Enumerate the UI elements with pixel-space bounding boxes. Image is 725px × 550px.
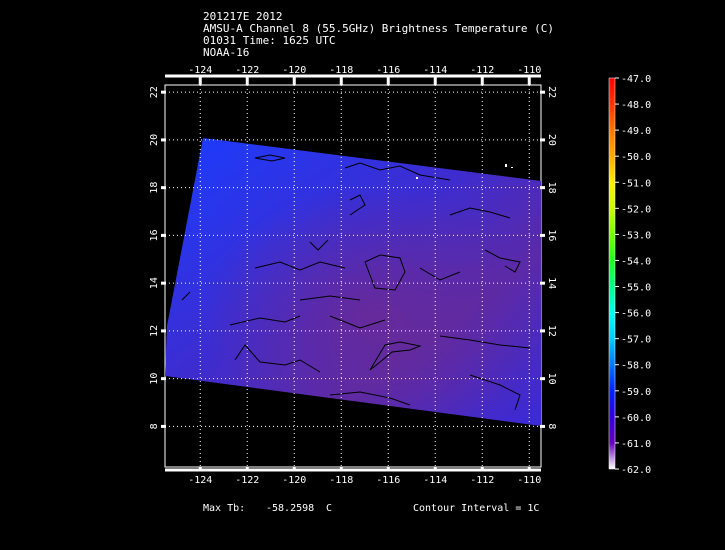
left-lat-label: 20 bbox=[149, 134, 160, 146]
bottom-lon-label: -118 bbox=[329, 475, 353, 486]
top-lon-label: -110 bbox=[517, 65, 541, 76]
top-lon-label: -114 bbox=[423, 65, 447, 76]
colorbar-label: -48.0 bbox=[621, 100, 651, 111]
map-axes: -124 -124 -122 -122 -120 -120 -118 -118 -116 -116… bbox=[149, 65, 557, 486]
colorbar-label: -59.0 bbox=[621, 387, 651, 398]
left-lat-label: 22 bbox=[149, 86, 160, 98]
right-lat-label: 16 bbox=[546, 229, 557, 241]
left-lat-label: 14 bbox=[149, 277, 160, 289]
max-tb-unit: C bbox=[326, 503, 333, 514]
right-lat-label: 22 bbox=[546, 86, 557, 98]
colorbar-label: -58.0 bbox=[621, 361, 651, 372]
top-lon-label: -124 bbox=[188, 65, 212, 76]
bottom-lon-label: -110 bbox=[517, 475, 541, 486]
map-header: 201217E 2012 AMSU-A Channel 8 (55.5GHz) … bbox=[203, 11, 554, 59]
top-lon-label: -120 bbox=[282, 65, 306, 76]
right-lat-label: 8 bbox=[546, 423, 557, 429]
right-lat-label: 20 bbox=[546, 134, 557, 146]
right-lat-label: 12 bbox=[546, 325, 557, 337]
data-speck bbox=[505, 164, 507, 167]
colorbar-label: -56.0 bbox=[621, 309, 651, 320]
right-lat-label: 14 bbox=[546, 277, 557, 289]
bottom-lon-label: -116 bbox=[376, 475, 400, 486]
header-time: 01031 Time: 1625 UTC bbox=[203, 34, 336, 47]
bottom-lon-label: -124 bbox=[188, 475, 212, 486]
colorbar-label: -47.0 bbox=[621, 74, 651, 85]
contour-interval: Contour Interval = 1C bbox=[413, 503, 540, 514]
bottom-lon-label: -114 bbox=[423, 475, 447, 486]
colorbar-scale bbox=[608, 77, 616, 470]
header-satellite: NOAA-16 bbox=[203, 46, 250, 59]
max-tb-value: -58.2598 bbox=[266, 503, 315, 514]
bottom-lon-label: -112 bbox=[470, 475, 494, 486]
colorbar-label: -52.0 bbox=[621, 204, 651, 215]
left-lat-label: 18 bbox=[149, 182, 160, 194]
top-lon-label: -116 bbox=[376, 65, 400, 76]
colorbar-label: -60.0 bbox=[621, 413, 651, 424]
colorbar-label: -57.0 bbox=[621, 335, 651, 346]
colorbar-label: -61.0 bbox=[621, 439, 651, 450]
colorbar-label: -62.0 bbox=[621, 465, 651, 476]
colorbar-label: -53.0 bbox=[621, 230, 651, 241]
header-title: AMSU-A Channel 8 (55.5GHz) Brightness Te… bbox=[203, 22, 554, 35]
right-lat-label: 18 bbox=[546, 182, 557, 194]
swath-purple-region bbox=[165, 138, 541, 426]
top-lon-label: -122 bbox=[235, 65, 259, 76]
data-speck bbox=[511, 167, 513, 168]
colorbar-label: -55.0 bbox=[621, 283, 651, 294]
colorbar-label: -50.0 bbox=[621, 152, 651, 163]
right-lat-label: 10 bbox=[546, 373, 557, 385]
colorbar: -47.0 -48.0 -49.0 -50.0 -51.0 -52.0 -53.0 -54.0… bbox=[608, 74, 651, 476]
left-lat-label: 12 bbox=[149, 325, 160, 337]
header-date: 201217E 2012 bbox=[203, 10, 283, 23]
data-speck bbox=[416, 177, 418, 179]
bottom-lon-label: -120 bbox=[282, 475, 306, 486]
bottom-lon-label: -122 bbox=[235, 475, 259, 486]
map-grid bbox=[165, 85, 541, 467]
top-lon-label: -118 bbox=[329, 65, 353, 76]
left-lat-label: 16 bbox=[149, 229, 160, 241]
top-lon-label: -112 bbox=[470, 65, 494, 76]
colorbar-label: -49.0 bbox=[621, 126, 651, 137]
contour-lines bbox=[174, 154, 531, 411]
left-lat-label: 8 bbox=[149, 423, 160, 429]
colorbar-label: -54.0 bbox=[621, 256, 651, 267]
left-lat-label: 10 bbox=[149, 373, 160, 385]
max-tb-label: Max Tb: bbox=[203, 503, 246, 514]
colorbar-label: -51.0 bbox=[621, 178, 651, 189]
